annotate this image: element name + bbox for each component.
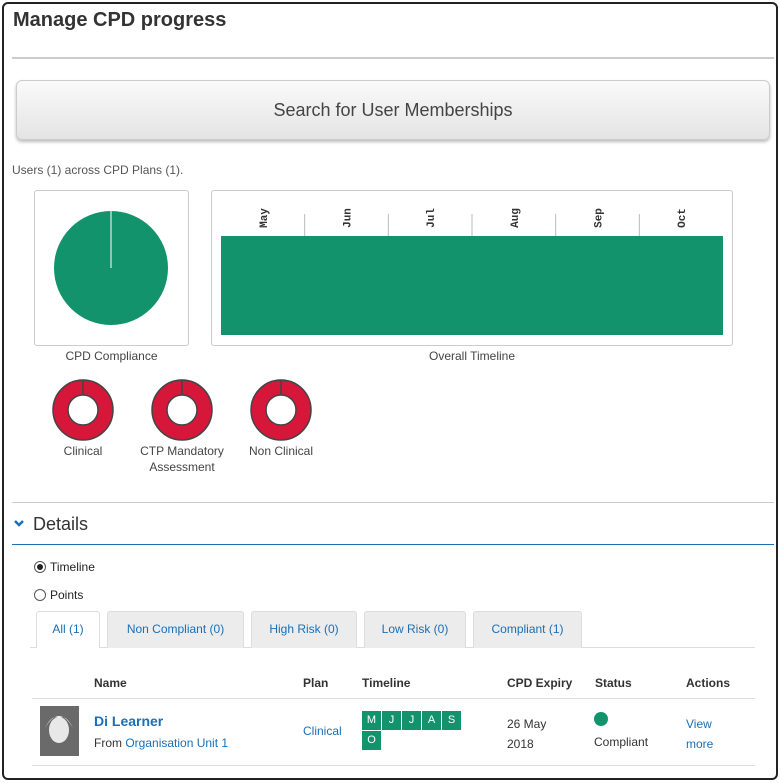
- avatar-face: [49, 717, 69, 743]
- plan-label: CTP Mandatory Assessment: [140, 444, 224, 474]
- month-label: Aug: [510, 208, 522, 228]
- compliance-label: CPD Compliance: [65, 349, 158, 363]
- column-header: Name: [94, 676, 127, 690]
- chevron: [14, 520, 24, 527]
- timeline-bar: [221, 236, 723, 335]
- month-label: Sep: [594, 208, 606, 228]
- tab[interactable]: Low Risk (0): [364, 611, 466, 648]
- radio-label[interactable]: Points: [50, 588, 84, 602]
- timeline-cells: M J J A SO: [362, 711, 472, 751]
- divider: [12, 502, 774, 503]
- divider: [12, 57, 774, 59]
- timeline-label: Overall Timeline: [428, 349, 516, 363]
- column-header: Plan: [303, 676, 329, 690]
- from-text: From: [94, 736, 122, 750]
- user-name[interactable]: Di Learner: [94, 713, 164, 729]
- action-link[interactable]: View more: [686, 717, 714, 751]
- month-label: Jun: [343, 208, 355, 228]
- timeline-cell: M: [362, 711, 381, 730]
- tab[interactable]: Non Compliant (0): [107, 611, 244, 648]
- details-heading[interactable]: Details: [33, 514, 89, 534]
- timeline-cell: S: [442, 711, 461, 730]
- details-rule: [12, 544, 774, 545]
- status-dot: [594, 712, 608, 726]
- plan-label: Clinical: [63, 444, 103, 458]
- expiry: 26 May 2018: [507, 717, 547, 751]
- tab[interactable]: All (1): [36, 611, 100, 648]
- timeline-cell: J: [382, 711, 401, 730]
- radio-dot: [37, 564, 43, 570]
- month-label: Jul: [426, 208, 438, 228]
- unit-link[interactable]: Organisation Unit 1: [125, 736, 229, 750]
- timeline-cell: O: [362, 731, 381, 750]
- column-header: Actions: [686, 676, 731, 690]
- user-unit: From Organisation Unit 1: [94, 736, 228, 750]
- tab[interactable]: High Risk (0): [251, 611, 357, 648]
- plan-label: Non Clinical: [248, 444, 314, 458]
- radio-button: [34, 589, 46, 601]
- page-title: Manage CPD progress: [13, 9, 227, 31]
- timeline-card: [211, 190, 733, 346]
- column-header: Status: [595, 676, 632, 690]
- tab[interactable]: Compliant (1): [473, 611, 582, 648]
- plan-link[interactable]: Clinical: [303, 724, 342, 738]
- search-button[interactable]: Search for User Memberships: [16, 80, 770, 140]
- timeline-cell: J: [402, 711, 421, 730]
- column-header: CPD Expiry: [507, 676, 573, 690]
- status: Compliant: [594, 735, 649, 749]
- avatar-hair: [45, 716, 73, 728]
- timeline-cell: A: [422, 711, 441, 730]
- compliance-card: [34, 190, 189, 346]
- month-label: Oct: [677, 208, 689, 228]
- radio-label[interactable]: Timeline: [50, 560, 95, 574]
- summary: Users (1) across CPD Plans (1).: [12, 163, 184, 177]
- column-header: Timeline: [362, 676, 411, 690]
- month-label: May: [259, 208, 271, 228]
